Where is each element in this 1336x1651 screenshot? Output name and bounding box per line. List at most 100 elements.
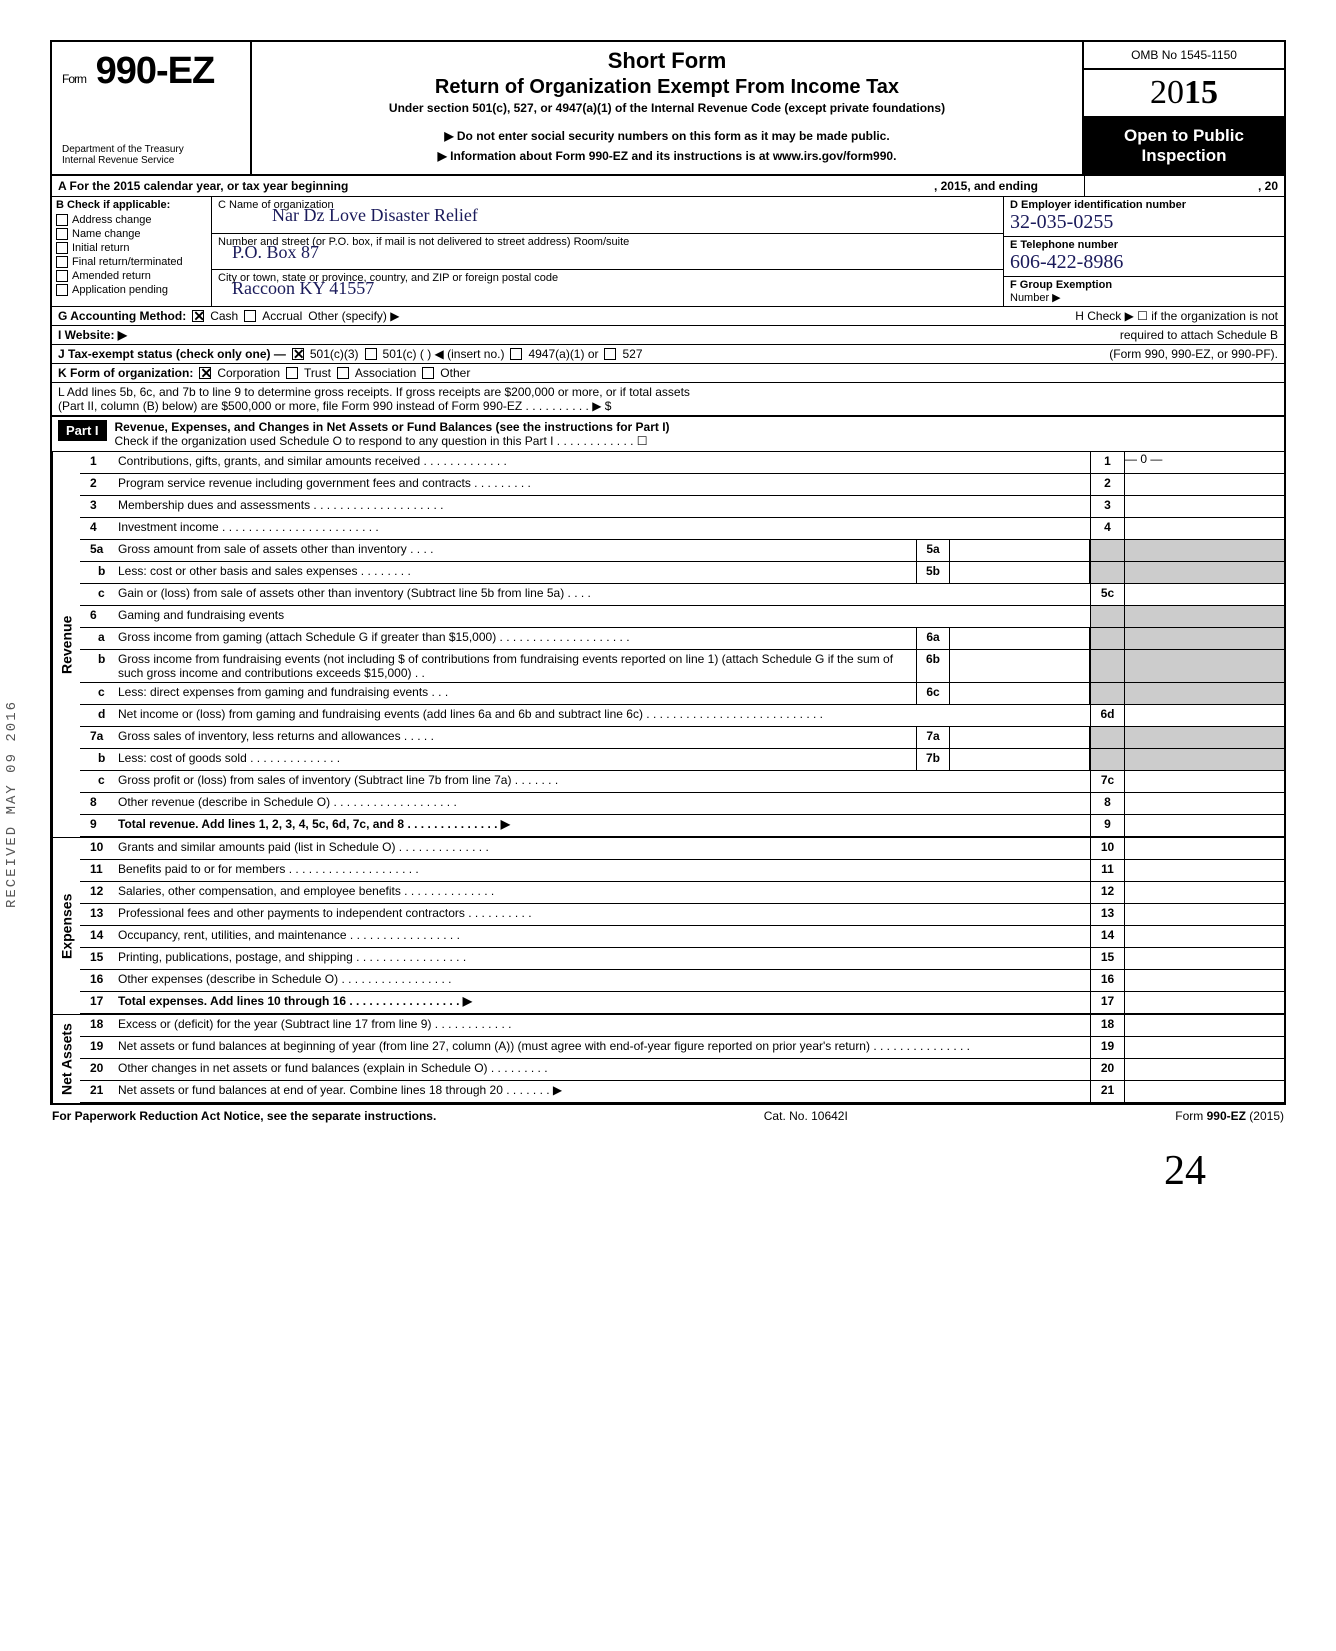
line-desc: Less: direct expenses from gaming and fu… (114, 683, 916, 704)
mid-val[interactable] (950, 727, 1090, 748)
chk-501c[interactable] (365, 348, 377, 360)
line-desc: Investment income . . . . . . . . . . . … (114, 518, 1090, 539)
right-num: 18 (1090, 1015, 1124, 1036)
right-num: 9 (1090, 815, 1124, 836)
revenue-label: Revenue (52, 452, 80, 837)
line-b: bLess: cost of goods sold . . . . . . . … (80, 749, 1284, 771)
line-4: 4Investment income . . . . . . . . . . .… (80, 518, 1284, 540)
chk-address-change[interactable]: Address change (52, 213, 211, 227)
line-19: 19Net assets or fund balances at beginni… (80, 1037, 1284, 1059)
mid-val[interactable] (950, 562, 1090, 583)
chk-association[interactable] (337, 367, 349, 379)
right-val[interactable] (1124, 838, 1284, 859)
chk-application-pending[interactable]: Application pending (52, 283, 211, 297)
mid-val[interactable] (950, 628, 1090, 649)
right-val[interactable] (1124, 518, 1284, 539)
expenses-label: Expenses (52, 838, 80, 1014)
line-desc: Less: cost of goods sold . . . . . . . .… (114, 749, 916, 770)
mid-num: 6a (916, 628, 950, 649)
right-val[interactable] (1124, 793, 1284, 814)
right-val[interactable] (1124, 815, 1284, 836)
chk-corporation[interactable] (199, 367, 211, 379)
line-10: 10Grants and similar amounts paid (list … (80, 838, 1284, 860)
line-num: 14 (80, 926, 114, 947)
chk-name-change[interactable]: Name change (52, 227, 211, 241)
phone-field: E Telephone number 606-422-8986 (1004, 237, 1284, 277)
col-b-header: B Check if applicable: (52, 197, 211, 213)
header-left: Form 990-EZ Department of the Treasury I… (52, 42, 252, 174)
right-num: 11 (1090, 860, 1124, 881)
city-field: City or town, state or province, country… (212, 270, 1003, 306)
mid-val[interactable] (950, 650, 1090, 682)
line-b: bGross income from fundraising events (n… (80, 650, 1284, 683)
l-line2: (Part II, column (B) below) are $500,000… (58, 399, 1278, 413)
right-val[interactable] (1124, 970, 1284, 991)
mid-val[interactable] (950, 683, 1090, 704)
mid-num: 6c (916, 683, 950, 704)
form-label: Form (62, 72, 86, 86)
ein-label: D Employer identification number (1010, 199, 1186, 211)
line-num: 10 (80, 838, 114, 859)
chk-other-org[interactable] (422, 367, 434, 379)
address-value: P.O. Box 87 (232, 242, 319, 263)
omb-number: OMB No 1545-1150 (1084, 42, 1284, 70)
chk-4947[interactable] (510, 348, 522, 360)
right-val[interactable] (1124, 584, 1284, 605)
chk-501c3[interactable] (292, 348, 304, 360)
ein-field: D Employer identification number 32-035-… (1004, 197, 1284, 237)
row-g-accounting: G Accounting Method: Cash Accrual Other … (52, 307, 1284, 326)
right-num (1090, 727, 1124, 748)
line-14: 14Occupancy, rent, utilities, and mainte… (80, 926, 1284, 948)
chk-trust[interactable] (286, 367, 298, 379)
other-org-label: Other (440, 366, 470, 380)
right-val[interactable] (1124, 474, 1284, 495)
chk-amended-return[interactable]: Amended return (52, 269, 211, 283)
mid-val[interactable] (950, 540, 1090, 561)
right-val[interactable]: — 0 — (1124, 452, 1284, 473)
mid-num: 7a (916, 727, 950, 748)
line-6: 6Gaming and fundraising events (80, 606, 1284, 628)
title-short-form: Short Form (262, 48, 1072, 74)
chk-cash[interactable] (192, 310, 204, 322)
right-val[interactable] (1124, 992, 1284, 1013)
right-val[interactable] (1124, 1081, 1284, 1102)
chk-initial-return[interactable]: Initial return (52, 241, 211, 255)
right-val (1124, 562, 1284, 583)
right-val[interactable] (1124, 705, 1284, 726)
right-val (1124, 749, 1284, 770)
line-num: 17 (80, 992, 114, 1013)
right-val[interactable] (1124, 496, 1284, 517)
line-desc: Excess or (deficit) for the year (Subtra… (114, 1015, 1090, 1036)
line-desc: Gross sales of inventory, less returns a… (114, 727, 916, 748)
row-a-left-text: A For the 2015 calendar year, or tax yea… (58, 179, 348, 193)
address-field: Number and street (or P.O. box, if mail … (212, 234, 1003, 271)
right-val[interactable] (1124, 926, 1284, 947)
mid-val[interactable] (950, 749, 1090, 770)
right-val[interactable] (1124, 860, 1284, 881)
mid-num: 5a (916, 540, 950, 561)
phone-value: 606-422-8986 (1010, 251, 1278, 274)
phone-label: E Telephone number (1010, 239, 1118, 251)
right-num: 12 (1090, 882, 1124, 903)
line-num: d (80, 705, 114, 726)
right-num: 8 (1090, 793, 1124, 814)
right-val[interactable] (1124, 1059, 1284, 1080)
right-num: 21 (1090, 1081, 1124, 1102)
right-val[interactable] (1124, 1015, 1284, 1036)
chk-final-return[interactable]: Final return/terminated (52, 255, 211, 269)
right-num: 16 (1090, 970, 1124, 991)
right-val[interactable] (1124, 771, 1284, 792)
right-val[interactable] (1124, 1037, 1284, 1058)
line-desc: Net assets or fund balances at end of ye… (114, 1081, 1090, 1102)
right-val (1124, 683, 1284, 704)
chk-accrual[interactable] (244, 310, 256, 322)
right-num: 5c (1090, 584, 1124, 605)
right-val[interactable] (1124, 904, 1284, 925)
chk-label: Initial return (72, 242, 129, 254)
title-info-url: ▶ Information about Form 990-EZ and its … (262, 149, 1072, 163)
line-20: 20Other changes in net assets or fund ba… (80, 1059, 1284, 1081)
chk-527[interactable] (604, 348, 616, 360)
right-val[interactable] (1124, 882, 1284, 903)
header-right: OMB No 1545-1150 2015 Open to Public Ins… (1084, 42, 1284, 174)
right-val[interactable] (1124, 948, 1284, 969)
